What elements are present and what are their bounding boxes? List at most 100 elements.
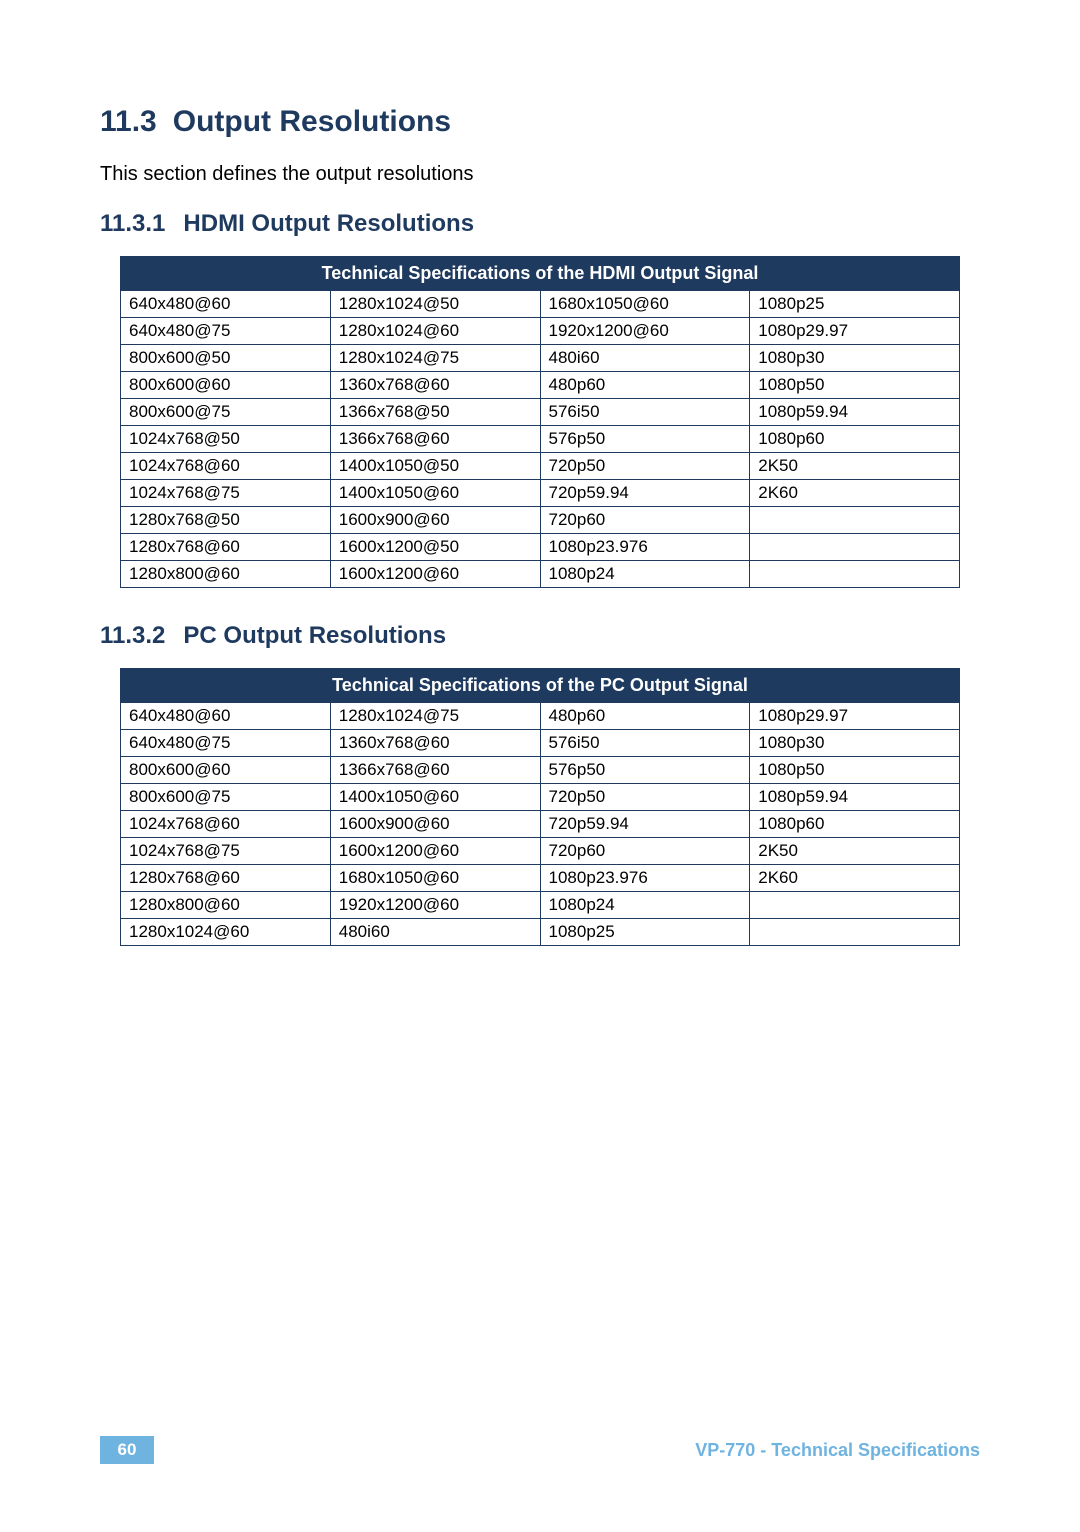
subsection-1-heading: 11.3.1HDMI Output Resolutions bbox=[100, 210, 980, 238]
table-cell: 1920x1200@60 bbox=[330, 892, 540, 919]
hdmi-resolutions-table: Technical Specifications of the HDMI Out… bbox=[120, 256, 960, 588]
table-cell: 1080p30 bbox=[750, 345, 960, 372]
page-content: 11.3Output Resolutions This section defi… bbox=[0, 0, 1080, 946]
table-cell: 1024x768@75 bbox=[121, 838, 331, 865]
table-cell: 720p59.94 bbox=[540, 811, 750, 838]
table-cell: 640x480@75 bbox=[121, 318, 331, 345]
table-cell: 576i50 bbox=[540, 399, 750, 426]
footer-title: VP-770 - Technical Specifications bbox=[695, 1440, 980, 1461]
pc-resolutions-table: Technical Specifications of the PC Outpu… bbox=[120, 668, 960, 946]
pc-table-title: Technical Specifications of the PC Outpu… bbox=[121, 669, 960, 703]
table-cell: 640x480@75 bbox=[121, 730, 331, 757]
table-cell: 1680x1050@60 bbox=[540, 291, 750, 318]
table-cell: 2K60 bbox=[750, 480, 960, 507]
table-cell: 1024x768@50 bbox=[121, 426, 331, 453]
table-cell: 720p50 bbox=[540, 784, 750, 811]
table-cell: 1600x1200@50 bbox=[330, 534, 540, 561]
table-row: 640x480@601280x1024@501680x1050@601080p2… bbox=[121, 291, 960, 318]
table-cell: 1280x800@60 bbox=[121, 561, 331, 588]
table-cell: 1400x1050@50 bbox=[330, 453, 540, 480]
table-row: 800x600@751400x1050@60720p501080p59.94 bbox=[121, 784, 960, 811]
table-cell: 1080p60 bbox=[750, 426, 960, 453]
pc-table-body: 640x480@601280x1024@75480p601080p29.9764… bbox=[121, 703, 960, 946]
hdmi-table-title: Technical Specifications of the HDMI Out… bbox=[121, 257, 960, 291]
table-cell: 1360x768@60 bbox=[330, 730, 540, 757]
table-cell: 1600x1200@60 bbox=[330, 561, 540, 588]
table-row: 640x480@751360x768@60576i501080p30 bbox=[121, 730, 960, 757]
subsection-2-heading: 11.3.2 PC Output Resolutions bbox=[100, 622, 980, 650]
table-cell: 1280x768@50 bbox=[121, 507, 331, 534]
table-cell: 2K60 bbox=[750, 865, 960, 892]
table-row: 1024x768@751400x1050@60720p59.942K60 bbox=[121, 480, 960, 507]
table-cell: 1366x768@50 bbox=[330, 399, 540, 426]
table-cell: 480i60 bbox=[540, 345, 750, 372]
table-cell: 576p50 bbox=[540, 757, 750, 784]
table-cell: 1280x1024@50 bbox=[330, 291, 540, 318]
table-cell: 800x600@75 bbox=[121, 399, 331, 426]
table-row: 800x600@601366x768@60576p501080p50 bbox=[121, 757, 960, 784]
table-cell: 1080p50 bbox=[750, 757, 960, 784]
table-cell: 720p59.94 bbox=[540, 480, 750, 507]
table-row: 640x480@601280x1024@75480p601080p29.97 bbox=[121, 703, 960, 730]
table-row: 1280x1024@60480i601080p25 bbox=[121, 919, 960, 946]
table-cell bbox=[750, 507, 960, 534]
table-row: 1024x768@601600x900@60720p59.941080p60 bbox=[121, 811, 960, 838]
table-cell: 576i50 bbox=[540, 730, 750, 757]
table-cell: 576p50 bbox=[540, 426, 750, 453]
table-row: 1280x768@601600x1200@501080p23.976 bbox=[121, 534, 960, 561]
table-cell: 1400x1050@60 bbox=[330, 784, 540, 811]
table-cell: 1280x1024@75 bbox=[330, 345, 540, 372]
table-row: 1280x768@501600x900@60720p60 bbox=[121, 507, 960, 534]
table-cell: 1400x1050@60 bbox=[330, 480, 540, 507]
table-cell: 1920x1200@60 bbox=[540, 318, 750, 345]
hdmi-table-body: 640x480@601280x1024@501680x1050@601080p2… bbox=[121, 291, 960, 588]
table-cell: 1600x900@60 bbox=[330, 811, 540, 838]
table-cell: 1280x1024@60 bbox=[330, 318, 540, 345]
table-cell: 2K50 bbox=[750, 453, 960, 480]
table-cell: 1080p25 bbox=[750, 291, 960, 318]
table-cell: 1080p59.94 bbox=[750, 784, 960, 811]
table-cell: 1366x768@60 bbox=[330, 426, 540, 453]
table-cell: 720p50 bbox=[540, 453, 750, 480]
table-cell: 1280x768@60 bbox=[121, 534, 331, 561]
section-title: Output Resolutions bbox=[173, 105, 451, 138]
table-cell: 1280x1024@60 bbox=[121, 919, 331, 946]
table-cell: 1600x1200@60 bbox=[330, 838, 540, 865]
table-cell: 1360x768@60 bbox=[330, 372, 540, 399]
table-cell: 1080p29.97 bbox=[750, 318, 960, 345]
table-cell: 1080p24 bbox=[540, 561, 750, 588]
table-cell: 1080p24 bbox=[540, 892, 750, 919]
page-number: 60 bbox=[100, 1436, 154, 1464]
subsection-1-title: HDMI Output Resolutions bbox=[183, 210, 474, 237]
table-cell: 480p60 bbox=[540, 703, 750, 730]
table-row: 1280x768@601680x1050@601080p23.9762K60 bbox=[121, 865, 960, 892]
table-row: 1024x768@501366x768@60576p501080p60 bbox=[121, 426, 960, 453]
table-cell: 720p60 bbox=[540, 507, 750, 534]
table-row: 800x600@601360x768@60480p601080p50 bbox=[121, 372, 960, 399]
table-cell: 800x600@60 bbox=[121, 372, 331, 399]
subsection-2-number: 11.3.2 bbox=[100, 622, 165, 650]
table-cell: 640x480@60 bbox=[121, 703, 331, 730]
pc-table-wrap: Technical Specifications of the PC Outpu… bbox=[100, 668, 980, 946]
section-intro: This section defines the output resoluti… bbox=[100, 163, 980, 186]
table-cell bbox=[750, 919, 960, 946]
table-cell: 1080p29.97 bbox=[750, 703, 960, 730]
section-heading: 11.3Output Resolutions bbox=[100, 105, 980, 139]
table-cell: 1080p50 bbox=[750, 372, 960, 399]
hdmi-table-wrap: Technical Specifications of the HDMI Out… bbox=[100, 256, 980, 588]
table-cell bbox=[750, 534, 960, 561]
table-cell bbox=[750, 561, 960, 588]
table-cell: 1600x900@60 bbox=[330, 507, 540, 534]
table-cell bbox=[750, 892, 960, 919]
table-cell: 1080p23.976 bbox=[540, 534, 750, 561]
table-cell: 480i60 bbox=[330, 919, 540, 946]
table-cell: 720p60 bbox=[540, 838, 750, 865]
table-cell: 1024x768@60 bbox=[121, 453, 331, 480]
table-cell: 1024x768@60 bbox=[121, 811, 331, 838]
table-row: 1280x800@601920x1200@601080p24 bbox=[121, 892, 960, 919]
table-cell: 2K50 bbox=[750, 838, 960, 865]
table-cell: 1280x1024@75 bbox=[330, 703, 540, 730]
table-cell: 1680x1050@60 bbox=[330, 865, 540, 892]
subsection-2-title: PC Output Resolutions bbox=[183, 622, 446, 649]
table-row: 1024x768@601400x1050@50720p502K50 bbox=[121, 453, 960, 480]
